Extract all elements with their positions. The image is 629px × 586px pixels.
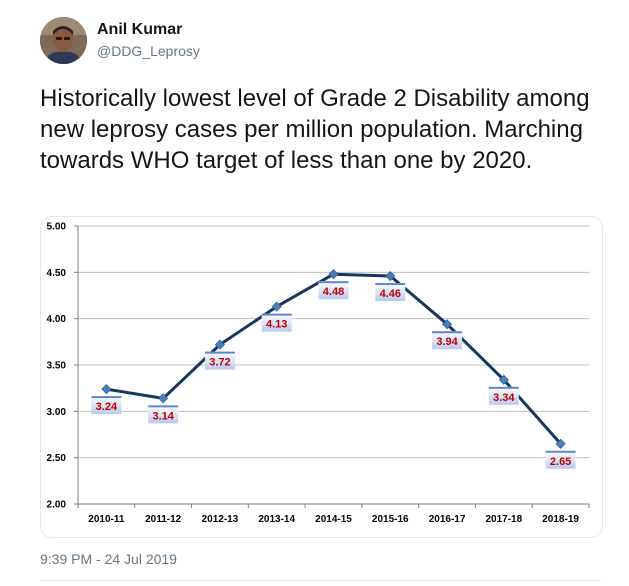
data-point	[555, 438, 566, 449]
author-handle[interactable]: @DDG_Leprosy	[97, 43, 200, 59]
x-tick-label: 2017-18	[485, 514, 522, 525]
data-label-box	[91, 396, 122, 415]
data-label-box	[261, 313, 292, 332]
data-point	[214, 339, 226, 350]
data-point	[101, 384, 112, 395]
avatar[interactable]	[40, 17, 87, 64]
tweet-text: Historically lowest level of Grade 2 Dis…	[40, 85, 590, 174]
data-label: 4.13	[261, 313, 292, 332]
data-label-cap	[432, 331, 463, 334]
y-tick-label: 4.50	[47, 268, 67, 279]
data-label-text: 4.46	[380, 288, 401, 300]
x-tick-label: 2012-13	[202, 514, 239, 525]
data-label: 2.65	[545, 450, 576, 469]
data-labels: 3.24 3.14 3.72 4.13 4.48 4.46 3.94 3.34 2.65	[91, 281, 576, 469]
data-point	[271, 301, 282, 312]
data-label-box	[318, 281, 349, 300]
data-label-cap	[91, 396, 122, 399]
y-tick-label: 5.00	[47, 222, 67, 233]
chart-image[interactable]: 2.00 2.50 3.00 3.50 4.00 4.50 5.00 2010-11 2011…	[40, 216, 603, 538]
data-point	[328, 269, 339, 280]
data-label: 4.48	[318, 281, 349, 300]
data-label-cap	[261, 313, 292, 316]
data-label-cap	[318, 281, 349, 284]
data-label: 3.24	[91, 396, 122, 415]
data-label: 4.46	[375, 283, 406, 302]
x-tick-label: 2010-11	[88, 514, 125, 525]
x-axis: 2010-11 2011-12 2012-13 2013-14 2014-15 2015-…	[77, 503, 590, 525]
y-tick-label: 4.00	[47, 314, 67, 325]
y-tick-label: 3.00	[47, 407, 67, 418]
data-label-text: 3.34	[493, 392, 515, 404]
data-point	[498, 374, 509, 385]
data-point	[158, 393, 169, 404]
data-label: 3.72	[204, 351, 235, 370]
x-tick-label: 2014-15	[315, 514, 352, 525]
x-tick-label: 2016-17	[429, 514, 466, 525]
data-label-cap	[375, 283, 406, 286]
data-label-text: 4.48	[323, 286, 344, 298]
data-label-cap	[545, 450, 576, 453]
y-tick-label: 2.50	[47, 453, 67, 464]
data-label: 3.94	[432, 331, 463, 350]
data-label-text: 3.14	[152, 410, 174, 422]
data-label-text: 3.94	[436, 336, 458, 348]
y-tick-label: 3.50	[47, 361, 67, 372]
author-name[interactable]: Anil Kumar	[97, 21, 183, 38]
tweet-timestamp[interactable]: 9:39 PM - 24 Jul 2019	[40, 551, 177, 567]
data-label-box	[375, 283, 406, 302]
data-label-text: 3.72	[209, 357, 230, 369]
data-markers	[101, 269, 566, 449]
data-label-box	[148, 405, 179, 424]
data-label-text: 3.24	[96, 401, 118, 413]
avatar-photo	[40, 17, 87, 64]
x-tick-label: 2011-12	[145, 514, 182, 525]
y-axis: 2.00 2.50 3.00 3.50 4.00 4.50 5.00	[47, 222, 79, 511]
data-label: 3.14	[148, 405, 179, 424]
y-tick-label: 2.00	[47, 500, 67, 511]
line-chart: 2.00 2.50 3.00 3.50 4.00 4.50 5.00 2010-11 2011…	[47, 222, 590, 525]
data-point	[441, 319, 453, 330]
data-label-cap	[204, 351, 235, 354]
data-label-box	[488, 386, 519, 405]
data-label: 3.34	[488, 386, 519, 405]
grid-lines	[78, 225, 589, 505]
data-label-cap	[488, 386, 519, 389]
x-tick-label: 2018-19	[542, 514, 579, 525]
data-label-cap	[148, 405, 179, 408]
divider	[40, 580, 601, 581]
data-label-box	[545, 450, 576, 469]
x-tick-label: 2015-16	[372, 514, 409, 525]
data-label-text: 2.65	[550, 456, 571, 468]
data-label-text: 4.13	[266, 319, 287, 331]
data-label-box	[204, 351, 235, 370]
x-tick-label: 2013-14	[258, 514, 295, 525]
data-point	[385, 270, 396, 282]
data-label-box	[432, 331, 463, 350]
